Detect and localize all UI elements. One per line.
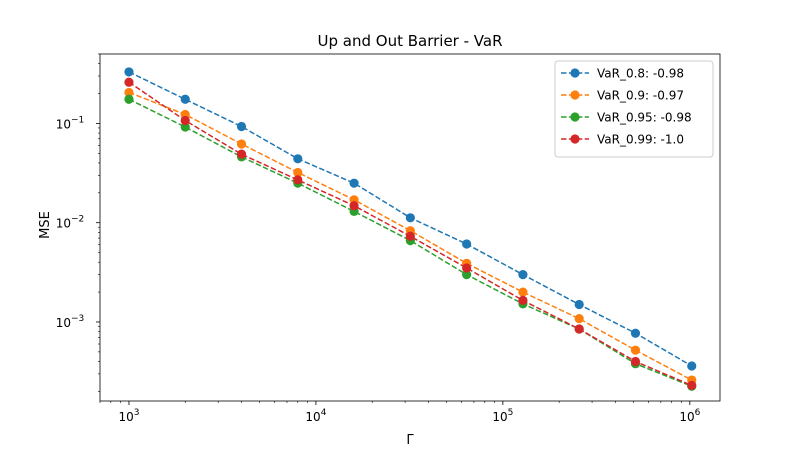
x-tick-label: 103 [118,408,139,424]
plot-area: 103 104 105 106 10−3 10−2 10−1 VaR_0.8: -0.98 Va… [56,53,721,424]
series-1-point [630,328,641,338]
series-4-point [293,175,303,185]
series-2-point [124,87,134,98]
series-4-point [349,201,359,211]
series-4-point [124,77,134,87]
legend-box [554,60,714,158]
series-1-point [462,239,472,249]
series-line-2 [128,91,693,381]
y-tick-label: 10−3 [56,314,85,330]
series-line-4 [128,81,693,387]
x-tick-label: 105 [492,408,513,424]
series-1-point [124,67,134,77]
series-4-point [236,149,247,159]
legend-label: VaR_0.9: -0.97 [597,89,684,103]
series-4-point [518,295,528,305]
series-3-point [462,270,472,280]
x-tick-label: 106 [679,408,700,424]
series-3-point [180,122,190,132]
x-tick-label: 104 [305,408,326,424]
chart-title: Up and Out Barrier - VaR [318,32,503,50]
series-4-point [180,115,190,126]
series-1-point [518,270,528,280]
legend-marker [570,68,580,78]
y-tick-label: 10−2 [56,215,85,231]
series-2-point [236,139,247,149]
series-3-point [124,94,134,104]
series-1-point [405,213,415,223]
legend-marker [570,134,580,144]
series-4-point [574,324,584,334]
series-1-point [236,121,247,132]
y-axis-label: MSE [38,211,53,239]
series-1-point [687,361,697,371]
x-axis-label: Γ [406,433,414,448]
series-1-point [293,154,303,164]
series-2-point [630,345,641,355]
series-1-point [180,94,190,104]
series-line-3 [128,98,693,387]
series-2-point [574,314,584,324]
series-4-point [630,356,641,367]
y-tick-label: 10−1 [56,115,85,131]
series-4-point [687,380,697,390]
series-4-point [405,231,415,241]
series-1-point [349,178,359,188]
legend-label: VaR_0.99: -1.0 [597,133,684,147]
series-2-point [293,167,303,178]
series-4-point [462,263,472,273]
series-2-point [518,287,528,297]
legend-label: VaR_0.95: -0.98 [597,111,692,125]
legend-label: VaR_0.8: -0.98 [597,67,684,81]
series-1-point [574,299,584,310]
legend-marker [570,90,580,100]
legend-marker [570,112,580,122]
